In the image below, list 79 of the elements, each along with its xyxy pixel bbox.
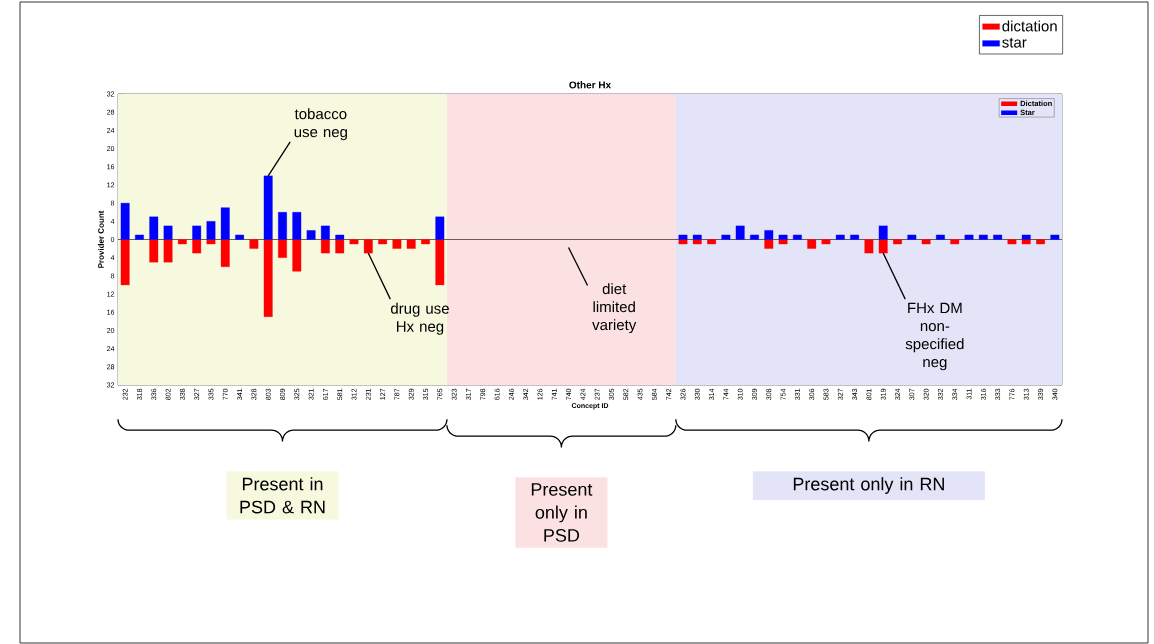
bar [1021,234,1031,240]
bar [435,239,445,286]
bar [764,230,774,240]
bar [306,230,316,240]
legend-label: dictation [1002,20,1057,32]
bar [421,239,430,245]
y-axis-title: Provider Count [97,210,104,268]
bar [707,239,716,245]
bar [907,234,917,240]
bar [349,239,359,245]
bar [163,239,173,263]
bar [793,234,802,240]
legend-label: star [1002,37,1027,48]
bar [392,239,402,249]
bar [878,225,888,240]
bar [192,225,202,240]
annotation: FHx DM non-specified neg [905,302,964,371]
bar [1021,239,1031,245]
bar [978,234,988,240]
bar [206,221,216,240]
bar [263,239,273,317]
bar [850,234,860,240]
bar [278,212,287,240]
bar [235,234,244,240]
bar [149,239,159,263]
bar [206,239,216,245]
bar [120,202,130,240]
bar [692,239,702,245]
bar [764,239,774,249]
bar [263,175,273,240]
bar [192,239,202,254]
text: Present only in RN [793,477,944,494]
bar [835,234,845,240]
bar [149,216,159,240]
bar [778,234,788,240]
bar [678,234,688,240]
text: Present only in PSD [531,483,593,542]
annotation: diet limited variety [592,283,637,334]
bar [335,234,345,240]
bar [249,239,259,249]
bar [692,234,702,240]
chart-title: Other Hx [569,81,612,89]
annotation: tobacco use neg [294,108,347,141]
bar [177,239,187,245]
bar [993,234,1003,240]
bar [964,234,974,240]
bar [292,212,302,240]
bar [120,239,130,286]
bar [378,239,388,245]
text: Present in PSD & RN [240,477,325,514]
bar [878,239,888,254]
bar [406,239,416,249]
bar [735,225,745,240]
bar [435,216,445,240]
bar [220,207,230,240]
bar [135,234,144,240]
bar [821,239,831,245]
bar [163,225,173,240]
bar [292,239,302,272]
bar [321,239,330,254]
bar [864,239,874,254]
bar [1050,234,1060,240]
bar [278,239,287,258]
bar [678,239,688,245]
bar [335,239,345,254]
bar [721,234,731,240]
bar [921,239,931,245]
bar [1036,239,1045,245]
bar [893,239,902,245]
bar [363,239,373,254]
bar [220,239,230,267]
bar [1007,239,1017,245]
bar [778,239,788,245]
bar [807,239,817,249]
bar [321,225,330,240]
bar [750,234,759,240]
bar [936,234,945,240]
bar [950,239,960,245]
annotation: drug use Hx neg [390,302,449,335]
